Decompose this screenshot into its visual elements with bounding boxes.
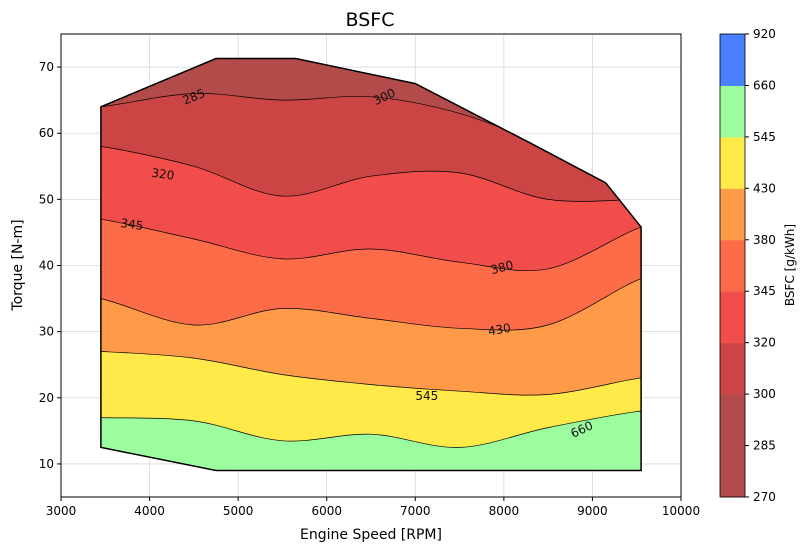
y-tick-label: 40: [39, 259, 54, 273]
contour-band-545-660: [100, 409, 642, 471]
x-tick-label: 7000: [400, 504, 431, 518]
colorbar-tick-label: 300: [753, 387, 776, 401]
colorbar-frame: [719, 33, 746, 498]
x-tick-label: 6000: [311, 504, 342, 518]
colorbar-segment: [720, 342, 745, 395]
colorbar-label: BSFC [g/kWh]: [783, 224, 797, 306]
colorbar-tick-label: 545: [753, 130, 776, 144]
y-axis-ticks: 10 20 30 40 50 60 70: [39, 60, 61, 471]
colorbar-segment: [720, 188, 745, 241]
contour-label-320: 320: [151, 166, 176, 183]
colorbar-segment: [720, 291, 745, 344]
y-tick-label: 30: [39, 325, 54, 339]
y-tick-label: 70: [39, 60, 54, 74]
contour-line-660: [100, 409, 642, 448]
colorbar-tick-label: 320: [753, 336, 776, 350]
x-tick-label: 10000: [662, 504, 700, 518]
colorbar-segment: [720, 445, 745, 498]
chart-title: BSFC: [346, 9, 395, 31]
colorbar-segment: [720, 85, 745, 138]
colorbar-segment: [720, 136, 745, 189]
contour-line-430: [100, 274, 642, 331]
contour-label-430: 430: [487, 321, 512, 339]
x-tick-label: 5000: [223, 504, 254, 518]
contour-label-345: 345: [120, 216, 145, 233]
colorbar-tick-label: 285: [753, 439, 776, 453]
contour-label-380: 380: [489, 258, 515, 277]
x-axis-ticks: 3000 4000 5000 6000 7000 8000 9000 10000: [46, 497, 700, 518]
colorbar-tick-label: 345: [753, 284, 776, 298]
colorbar-segment: [720, 394, 745, 447]
operating-boundary: [100, 57, 642, 472]
x-tick-label: 4000: [134, 504, 165, 518]
contour-line-545: [100, 350, 642, 396]
colorbar-tick-label: 660: [753, 78, 776, 92]
x-tick-label: 9000: [577, 504, 608, 518]
y-axis-label: Torque [N-m]: [10, 219, 26, 311]
colorbar-tick-label: 920: [753, 27, 776, 41]
colorbar: 270 285 300 320 345 380 430 545 660 920: [719, 27, 776, 504]
contour-bands: [100, 58, 642, 471]
colorbar-segment: [720, 239, 745, 292]
y-tick-label: 20: [39, 391, 54, 405]
colorbar-tick-label: 430: [753, 181, 776, 195]
colorbar-tick-label: 380: [753, 233, 776, 247]
contour-label-545: 545: [415, 389, 438, 403]
x-axis-label: Engine Speed [RPM]: [300, 527, 442, 543]
y-tick-label: 60: [39, 126, 54, 140]
x-tick-label: 3000: [46, 504, 77, 518]
colorbar-segment: [720, 34, 745, 86]
y-tick-label: 50: [39, 192, 54, 206]
y-tick-label: 10: [39, 457, 54, 471]
x-tick-label: 8000: [489, 504, 520, 518]
colorbar-tick-label: 270: [753, 490, 776, 504]
contour-line-380: [100, 217, 642, 272]
contour-line-345: [100, 144, 642, 202]
